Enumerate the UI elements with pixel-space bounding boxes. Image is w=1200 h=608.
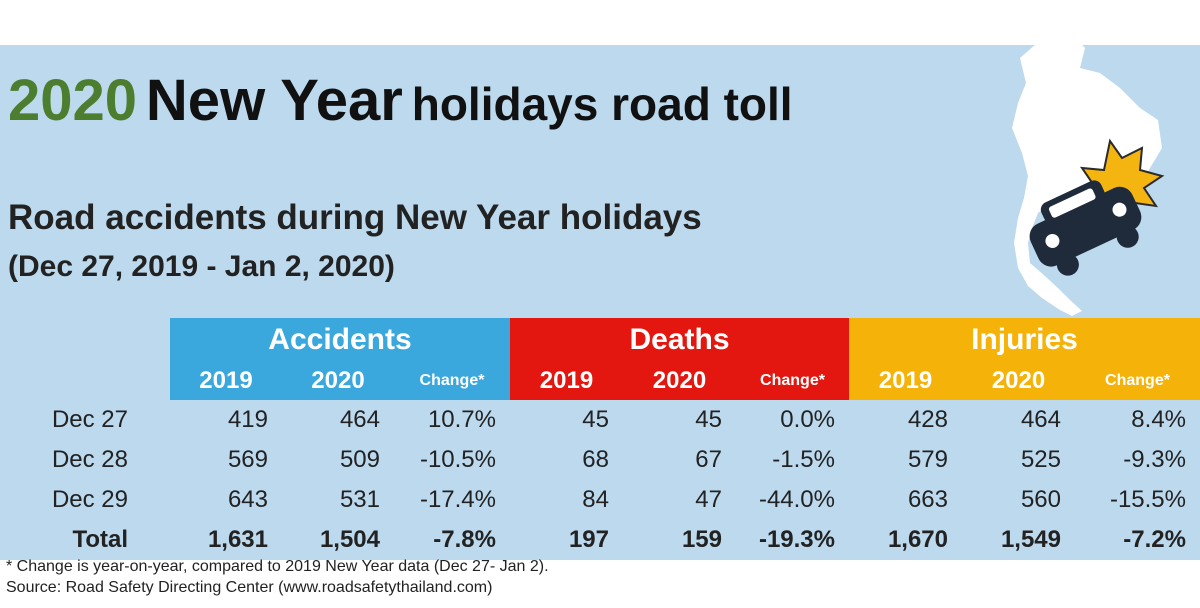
accidents-change-header: Change* [394, 362, 510, 400]
deaths-2020-header: 2020 [623, 362, 736, 400]
injuries-change-header: Change* [1075, 362, 1200, 400]
accidents-2020-cell: 1,504 [282, 520, 394, 560]
deaths-change-cell: -44.0% [758, 486, 835, 513]
info-panel [0, 45, 1200, 551]
injuries-2020-cell: 1,549 [962, 520, 1075, 560]
injuries-2020-cell: 525 [1020, 446, 1061, 473]
deaths-change-cell: 0.0% [780, 406, 835, 433]
title-year: 2020 [8, 68, 138, 133]
deaths-change-header: Change* [736, 362, 849, 400]
total-row: Total 1,631 1,504 -7.8% 197 159 -19.3% 1,670 1,5… [0, 520, 1200, 560]
thailand-map-crash-icon [1012, 32, 1165, 316]
injuries-change-cell: 8.4% [1131, 406, 1186, 433]
deaths-header: Deaths [510, 318, 849, 362]
deaths-2020-cell: 159 [623, 520, 736, 560]
date-range: (Dec 27, 2019 - Jan 2, 2020) [8, 250, 395, 283]
road-toll-table: Accidents Deaths Injuries 2019 2020 Chan… [0, 318, 1200, 560]
row-label: Dec 28 [51, 446, 128, 473]
header-spacer [0, 318, 170, 362]
title-main: New Year [145, 68, 403, 133]
accidents-2019-cell: 1,631 [170, 520, 282, 560]
accidents-change-cell: -7.8% [394, 520, 510, 560]
injuries-change-cell: -7.2% [1075, 520, 1200, 560]
accidents-change-cell: -10.5% [419, 446, 496, 473]
accidents-2020-header: 2020 [282, 362, 394, 400]
chart-subtitle: Road accidents during New Year holidays [8, 198, 702, 237]
footnote: * Change is year-on-year, compared to 20… [6, 558, 549, 575]
year-header-row: 2019 2020 Change* 2019 2020 Change* 2019… [0, 362, 1200, 400]
accidents-2020-cell: 464 [339, 406, 380, 433]
row-label: Dec 29 [51, 486, 128, 513]
row-label: Total [0, 520, 170, 560]
deaths-change-cell: -1.5% [772, 446, 835, 473]
accidents-2019-cell: 569 [227, 446, 268, 473]
car-icon [1029, 180, 1142, 276]
title-rest: holidays road toll [411, 78, 793, 130]
injuries-2019-header: 2019 [849, 362, 962, 400]
table-row: Dec 27 419 464 10.7% 45 45 0.0% 428 464 8.4% [0, 400, 1200, 440]
accidents-change-cell: -17.4% [419, 486, 496, 513]
table-row: Dec 28 569 509 -10.5% 68 67 -1.5% 579 525 -9.3% [0, 440, 1200, 480]
injuries-header: Injuries [849, 318, 1200, 362]
accidents-2020-cell: 531 [339, 486, 380, 513]
injuries-2020-cell: 560 [1020, 486, 1061, 513]
accidents-2019-header: 2019 [170, 362, 282, 400]
injuries-2020-cell: 464 [1020, 406, 1061, 433]
injuries-2020-header: 2020 [962, 362, 1075, 400]
deaths-2019-cell: 197 [510, 520, 623, 560]
deaths-2020-cell: 45 [695, 406, 722, 433]
header-spacer [0, 362, 170, 400]
category-header-row: Accidents Deaths Injuries [0, 318, 1200, 362]
notes: * Change is year-on-year, compared to 20… [6, 556, 549, 598]
accidents-header: Accidents [170, 318, 510, 362]
deaths-2019-cell: 84 [582, 486, 609, 513]
accidents-2020-cell: 509 [339, 446, 380, 473]
accidents-2019-cell: 643 [227, 486, 268, 513]
injuries-2019-cell: 428 [907, 406, 948, 433]
deaths-2020-cell: 47 [695, 486, 722, 513]
table-body: Dec 27 419 464 10.7% 45 45 0.0% 428 464 8.4% Dec 2… [0, 400, 1200, 560]
deaths-change-cell: -19.3% [736, 520, 849, 560]
row-label: Dec 27 [51, 406, 128, 433]
deaths-2019-cell: 68 [582, 446, 609, 473]
deaths-2019-cell: 45 [582, 406, 609, 433]
source-line: Source: Road Safety Directing Center (ww… [6, 579, 493, 596]
injuries-change-cell: -15.5% [1109, 486, 1186, 513]
table-row: Dec 29 643 531 -17.4% 84 47 -44.0% 663 560 -15.5% [0, 480, 1200, 520]
injuries-2019-cell: 1,670 [849, 520, 962, 560]
deaths-2019-header: 2019 [510, 362, 623, 400]
deaths-2020-cell: 67 [695, 446, 722, 473]
accidents-2019-cell: 419 [227, 406, 268, 433]
injuries-2019-cell: 579 [907, 446, 948, 473]
injuries-change-cell: -9.3% [1123, 446, 1186, 473]
accidents-change-cell: 10.7% [427, 406, 496, 433]
injuries-2019-cell: 663 [907, 486, 948, 513]
page-title: 2020 New Year holidays road toll [8, 72, 793, 130]
